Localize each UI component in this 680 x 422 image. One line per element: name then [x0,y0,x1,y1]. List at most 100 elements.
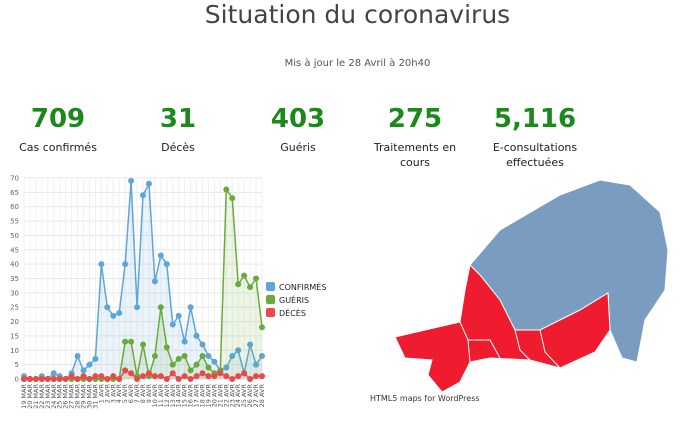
x-tick-label: 8 AVR [139,384,147,404]
data-point [157,373,164,380]
data-point [62,376,69,382]
data-point [247,341,254,348]
x-tick-label: 24 MAR [50,384,58,409]
data-point [169,321,176,328]
x-tick-label: 21 AVR [216,384,224,408]
x-tick-label: 31 MAR [91,384,99,409]
data-point [211,373,218,380]
data-point [151,278,158,285]
update-time: Mis à jour le 28 Avril à 20h40 [284,58,431,69]
x-tick-label: 28 AVR [258,384,266,408]
y-tick-label: 60 [10,203,19,211]
x-tick-label: 1 AVR [97,384,105,404]
data-point [187,367,194,374]
x-tick-label: 23 MAR [44,384,52,409]
data-point [86,361,93,368]
legend-label: DÉCÈS [279,307,306,318]
y-tick-label: 70 [10,175,19,183]
data-point [56,376,63,382]
x-tick-label: 17 AVR [193,384,201,408]
data-point [163,376,170,382]
stat-value: 275 [387,104,443,134]
data-point [253,275,260,282]
data-point [199,370,206,377]
y-tick-label: 65 [10,189,19,197]
x-tick-label: 30 MAR [85,384,93,409]
stat-label: Cas confirmés [19,141,97,154]
stat: 31 Décès [123,104,233,155]
data-point [241,370,248,377]
x-tick-label: 7 AVR [133,384,141,404]
data-point [259,324,265,331]
x-tick-label: 23 AVR [228,384,236,408]
data-point [122,338,129,345]
y-tick-label: 40 [10,261,19,269]
data-point [205,373,212,380]
data-point [259,373,265,380]
stat: 709 Cas confirmés [3,104,113,155]
x-tick-label: 15 AVR [181,384,189,408]
data-point [187,304,194,311]
x-tick-label: 27 AVR [252,384,260,408]
x-tick-label: 19 MAR [20,384,28,409]
stat-label: Décès [161,141,195,154]
data-point [181,373,188,380]
data-point [193,373,200,380]
data-point [80,367,87,374]
data-point [223,373,230,380]
data-point [44,376,51,382]
x-tick-label: 26 MAR [62,384,70,409]
y-tick-label: 30 [10,289,19,297]
data-point [169,361,176,368]
legend-swatch [266,282,275,291]
stat: 5,116 E-consultations effectuées [480,104,590,170]
data-point [211,358,218,365]
data-point [181,338,188,345]
map-region [394,263,611,393]
data-point [145,370,152,377]
data-point [26,376,33,382]
map-border [539,329,561,369]
data-point [128,338,135,345]
data-point [98,373,105,380]
x-tick-label: 21 MAR [32,384,40,409]
stat-value: 31 [159,104,197,134]
data-point [205,364,212,371]
data-point [74,376,81,382]
stat-label: Traitements en cours [373,141,457,169]
data-point [128,177,135,184]
data-point [235,281,242,288]
x-tick-label: 20 AVR [210,384,218,408]
data-point [187,376,194,382]
x-tick-label: 5 AVR [121,384,129,404]
data-point [157,252,164,259]
data-point [110,373,117,380]
data-point [241,272,248,279]
data-point [140,192,146,199]
data-point [175,376,182,382]
data-point [247,284,254,291]
x-tick-label: 29 MAR [80,384,88,409]
data-point [229,353,236,360]
data-point [151,353,158,360]
stat-value: 403 [270,104,326,134]
data-point [134,376,141,382]
data-point [134,304,141,311]
data-point [259,353,265,360]
y-tick-label: 10 [10,347,19,355]
x-tick-label: 18 AVR [199,384,207,408]
legend-label: CONFIRMÉS [279,281,326,292]
x-tick-label: 24 AVR [234,384,242,408]
x-tick-label: 26 AVR [246,384,254,408]
series-area [24,180,262,379]
data-point [253,361,260,368]
data-point [175,355,182,362]
data-point [104,304,111,311]
stat-label: Guéris [280,141,316,154]
data-point [74,353,81,360]
data-point [193,361,200,368]
data-point [68,373,75,380]
data-point [86,376,93,382]
data-point [193,332,200,339]
